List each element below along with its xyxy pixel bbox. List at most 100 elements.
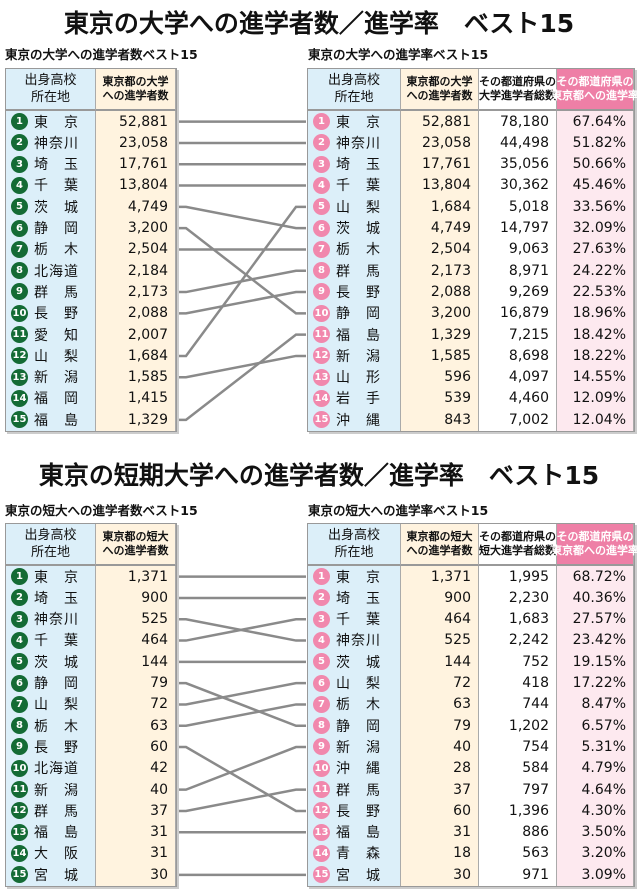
right-prefecture-cell: 4 神奈川: [308, 630, 401, 651]
prefecture-name: 山 梨: [34, 697, 79, 714]
left-value-cell: 72: [150, 696, 168, 713]
right-value-cell: 2,088: [430, 283, 471, 300]
prefecture-name: 沖 縄: [336, 761, 381, 778]
rank-badge: 11: [313, 781, 330, 798]
left-prefecture-cell: 13 新 潟: [6, 367, 96, 388]
left-column-header: 出身高校 所在地: [6, 524, 96, 566]
right-prefecture-cell: 6 茨 城: [308, 218, 401, 239]
prefecture-name: 静 岡: [34, 221, 79, 237]
prefecture-name: 栃 木: [34, 718, 79, 735]
left-prefecture-cell: 11 愛 知: [6, 324, 96, 345]
right-prefecture-cell: 11 群 馬: [308, 779, 401, 800]
rank-badge: 12: [313, 802, 330, 820]
prefecture-name: 福 島: [34, 825, 79, 842]
right-value-cell: 68.72%: [572, 568, 626, 585]
left-table: 出身高校 所在地 1 東 京 2 神奈川 3 埼 玉 4 千 葉 5 茨 城 6 静 岡 7 栃 木 8 北海道…: [5, 68, 177, 432]
right-value-cell: 7,002: [508, 411, 549, 428]
right-value-cell: 17,761: [422, 156, 471, 173]
right-prefecture-cell: 13 福 島: [308, 822, 401, 843]
rank-badge: 12: [313, 347, 330, 365]
left-value-cell: 2,184: [127, 262, 168, 279]
left-prefecture-cell: 2 神奈川: [6, 132, 96, 153]
rank-badge: 15: [11, 866, 28, 884]
left-prefecture-cell: 15 福 島: [6, 409, 96, 430]
right-value-cell: 50.66%: [572, 156, 626, 173]
right-value-cell: 7,215: [508, 326, 549, 343]
prefecture-name: 神奈川: [336, 135, 381, 152]
right-value-cell: 1,683: [508, 611, 549, 628]
right-value-cell: 24.22%: [572, 262, 626, 279]
prefecture-name: 北海道: [34, 263, 79, 280]
left-value-cell: 1,684: [127, 347, 168, 364]
left-prefecture-cell: 5 茨 城: [6, 196, 96, 217]
right-value-cell: 33.56%: [572, 198, 626, 215]
right-value-cell: 18.22%: [572, 347, 626, 364]
prefecture-name: 千 葉: [336, 612, 381, 629]
prefecture-name: 神奈川: [336, 633, 381, 650]
right-value-cell: 9,063: [508, 241, 549, 258]
right-value-cell: 18: [453, 845, 471, 862]
right-column-bg: [401, 111, 479, 431]
prefecture-name: 茨 城: [34, 654, 79, 671]
prefecture-name: 東 京: [336, 569, 381, 586]
rank-badge: 7: [313, 695, 330, 713]
right-value-cell: 3.09%: [581, 866, 626, 883]
left-column-header: 東京都の大学 への進学者数: [96, 69, 176, 111]
left-table-subtitle: 東京の短大への進学者数ベスト15: [5, 503, 198, 518]
right-value-cell: 28: [453, 760, 471, 777]
right-value-cell: 5,018: [508, 198, 549, 215]
prefecture-name: 群 馬: [336, 782, 381, 799]
rank-connector-line: [176, 681, 306, 706]
rank-connector-line: [176, 703, 306, 727]
left-prefecture-cell: 8 北海道: [6, 260, 96, 281]
prefecture-name: 新 潟: [336, 348, 381, 365]
left-prefecture-cell: 8 栃 木: [6, 715, 96, 736]
rank-badge: 13: [313, 368, 330, 386]
rank-badge: 9: [11, 283, 28, 301]
rank-badge: 4: [313, 176, 330, 194]
right-value-cell: 1,995: [508, 568, 549, 585]
right-prefecture-cell: 3 千 葉: [308, 609, 401, 630]
prefecture-name: 山 梨: [336, 199, 381, 216]
right-value-cell: 1,396: [508, 802, 549, 819]
right-table-subtitle: 東京の大学への進学率ベスト15: [308, 47, 489, 62]
right-value-cell: 32.09%: [572, 220, 626, 236]
right-value-cell: 40.36%: [572, 589, 626, 606]
right-prefecture-cell: 7 栃 木: [308, 239, 401, 260]
right-prefecture-cell: 7 栃 木: [308, 694, 401, 715]
left-prefecture-cell: 3 神奈川: [6, 609, 96, 630]
prefecture-name: 茨 城: [336, 221, 381, 237]
rank-badge: 3: [11, 155, 28, 173]
rank-badge: 13: [11, 368, 28, 386]
rank-badge: 5: [11, 653, 28, 671]
rank-badge: 14: [313, 389, 330, 407]
prefecture-name: 長 野: [336, 803, 381, 820]
prefecture-name: 福 島: [336, 327, 381, 344]
right-column-header: その都道府県の 東京都への進学率: [551, 69, 638, 111]
prefecture-name: 山 梨: [34, 348, 79, 365]
right-value-cell: 2,242: [508, 632, 549, 649]
prefecture-name: 長 野: [34, 739, 79, 756]
left-column-bg: [96, 566, 176, 886]
right-value-cell: 3.50%: [581, 824, 626, 841]
right-value-cell: 4.79%: [581, 760, 626, 777]
left-value-cell: 1,371: [127, 568, 168, 585]
left-value-cell: 464: [141, 632, 168, 649]
prefecture-name: 茨 城: [34, 199, 79, 216]
left-value-cell: 2,504: [127, 241, 168, 258]
right-column-bg: [401, 566, 479, 886]
left-prefecture-cell: 1 東 京: [6, 566, 96, 587]
right-value-cell: 14,797: [500, 220, 549, 236]
prefecture-name: 北海道: [34, 761, 79, 778]
rank-connector-line: [176, 618, 306, 642]
right-column-header: 東京都の大学 への進学者数: [401, 69, 479, 111]
left-prefecture-cell: 10 北海道: [6, 758, 96, 779]
left-prefecture-cell: 10 長 野: [6, 303, 96, 324]
right-prefecture-cell: 12 新 潟: [308, 345, 401, 366]
prefecture-name: 長 野: [336, 284, 381, 301]
left-prefecture-cell: 14 大 阪: [6, 843, 96, 864]
right-value-cell: 1,329: [430, 326, 471, 343]
right-value-cell: 563: [522, 845, 549, 862]
prefecture-name: 東 京: [34, 114, 79, 131]
rank-badge: 2: [313, 589, 330, 607]
